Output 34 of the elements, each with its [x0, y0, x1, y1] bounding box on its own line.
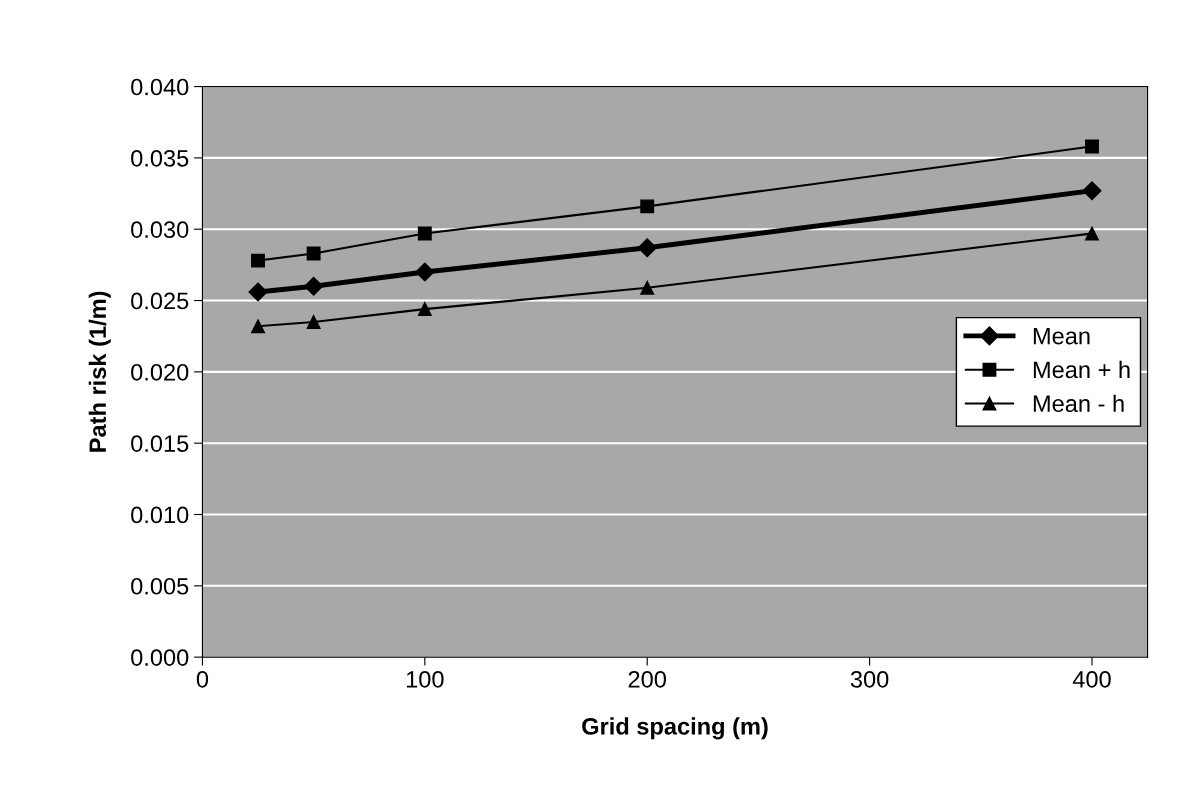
y-tick-label: 0.035	[131, 149, 189, 167]
point	[640, 280, 655, 295]
legend-label: Mean	[1033, 327, 1090, 345]
y-axis-title: Path risk (1/m)	[88, 291, 111, 452]
x-axis-title: Grid spacing (m)	[582, 717, 768, 740]
y-tick-label: 0.025	[131, 292, 189, 310]
point	[251, 253, 265, 268]
point	[248, 282, 268, 302]
point	[1085, 139, 1099, 154]
y-tick-label: 0.010	[131, 506, 189, 524]
y-tick-label: 0.020	[131, 363, 189, 381]
point	[1085, 226, 1099, 241]
point	[417, 302, 432, 317]
y-tick-label: 0.000	[131, 649, 189, 666]
point	[637, 238, 657, 258]
x-tick-label: 0	[196, 670, 209, 688]
point	[306, 246, 321, 261]
point	[1082, 181, 1102, 201]
point	[640, 199, 655, 214]
y-tick-label: 0.030	[131, 221, 189, 238]
y-tick-label: 0.015	[131, 435, 189, 452]
point	[306, 314, 321, 329]
x-tick-label: 100	[406, 670, 444, 688]
x-tick-label: 300	[850, 670, 889, 688]
x-tick-label: 200	[628, 670, 666, 688]
point	[251, 319, 265, 334]
point	[415, 262, 435, 282]
legend-label: Mean + h	[1033, 360, 1130, 379]
y-tick-label: 0.005	[131, 577, 189, 595]
point	[304, 276, 324, 296]
legend-label: Mean - h	[1033, 394, 1124, 413]
x-tick-label: 400	[1072, 670, 1111, 688]
y-tick-label: 0.040	[131, 78, 189, 96]
point	[417, 226, 432, 241]
